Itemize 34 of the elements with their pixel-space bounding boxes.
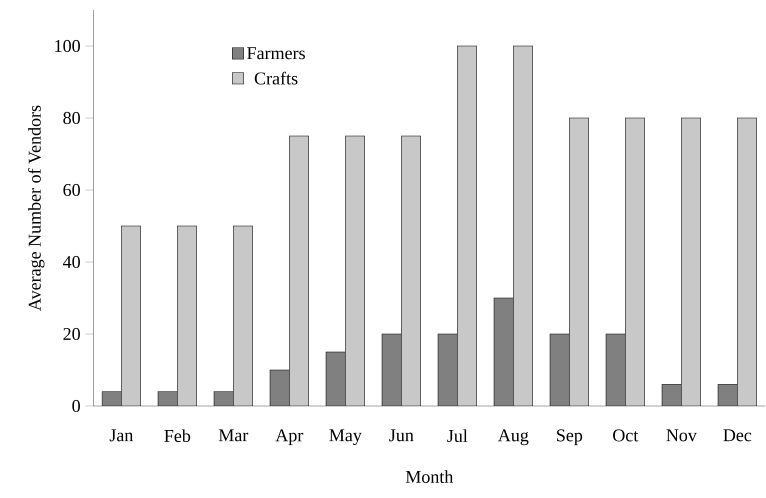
x-tick-label: Oct bbox=[613, 429, 638, 442]
y-axis-title: Average Number of Vendors bbox=[28, 106, 44, 311]
legend-label: Crafts bbox=[254, 72, 298, 85]
y-tick-label: 100 bbox=[55, 40, 80, 52]
bar bbox=[214, 391, 234, 406]
x-tick-label: Nov bbox=[666, 429, 697, 442]
x-tick-label: Sep bbox=[557, 429, 582, 446]
bar bbox=[158, 391, 178, 406]
bar bbox=[494, 298, 514, 406]
y-tick-label: 60 bbox=[63, 184, 80, 196]
bar bbox=[326, 352, 346, 406]
x-tick-label: Mar bbox=[218, 429, 248, 442]
bar bbox=[662, 384, 682, 406]
x-tick-label: Apr bbox=[276, 429, 304, 446]
x-tick-label: Dec bbox=[723, 429, 752, 442]
bar bbox=[718, 384, 738, 406]
x-tick-label: May bbox=[329, 429, 362, 446]
x-tick-label: Feb bbox=[164, 429, 190, 442]
y-tick-label: 40 bbox=[62, 256, 80, 268]
legend-label: Farmers bbox=[247, 47, 305, 60]
x-tick-label: Jun bbox=[389, 429, 414, 442]
x-tick-label: Jul bbox=[447, 429, 468, 442]
bar bbox=[438, 334, 458, 406]
y-tick-label: 0 bbox=[72, 400, 80, 412]
y-tick-label: 80 bbox=[63, 112, 80, 124]
y-tick-label: 20 bbox=[63, 328, 80, 340]
x-axis-title: Month bbox=[406, 470, 454, 483]
x-tick-label: Jan bbox=[110, 429, 134, 442]
bar bbox=[270, 370, 290, 406]
bar bbox=[606, 334, 626, 406]
bar bbox=[382, 334, 402, 406]
bar bbox=[550, 334, 570, 406]
bar bbox=[102, 391, 122, 406]
x-tick-label: Aug bbox=[498, 429, 528, 446]
